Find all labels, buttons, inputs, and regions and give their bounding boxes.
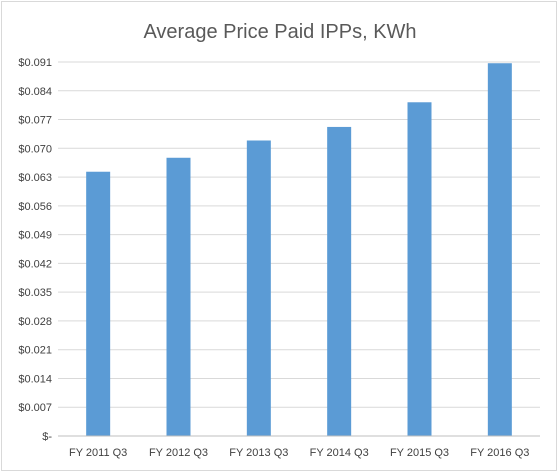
y-axis-ticks: $- $0.007 $0.014 $0.021 $0.028 $0.035 $0.042 $0… [18, 57, 52, 443]
y-tick-label: $0.056 [18, 201, 52, 213]
x-tick-label: FY 2016 Q3 [470, 447, 529, 459]
bar [407, 102, 432, 437]
y-tick-label: $- [42, 431, 52, 443]
bars [86, 63, 512, 437]
bar [166, 157, 191, 436]
bar [487, 63, 512, 436]
y-tick-label: $0.077 [18, 115, 52, 127]
y-tick-label: $0.063 [18, 172, 52, 184]
x-tick-label: FY 2013 Q3 [229, 447, 288, 459]
y-tick-label: $0.028 [18, 316, 52, 328]
y-tick-label: $0.035 [18, 287, 52, 299]
chart-title: Average Price Paid IPPs, KWh [143, 21, 416, 43]
y-tick-label: $0.014 [18, 373, 52, 385]
y-tick-label: $0.091 [18, 57, 52, 69]
y-tick-label: $0.084 [18, 86, 52, 98]
y-tick-label: $0.042 [18, 258, 52, 270]
x-tick-label: FY 2015 Q3 [390, 447, 449, 459]
bar [327, 126, 352, 436]
bar [246, 140, 271, 436]
y-tick-label: $0.070 [18, 143, 52, 155]
bar [86, 171, 111, 436]
x-tick-label: FY 2012 Q3 [149, 447, 208, 459]
x-tick-label: FY 2011 Q3 [69, 447, 127, 459]
y-tick-label: $0.021 [18, 345, 52, 357]
gridlines [58, 61, 540, 408]
x-axis-labels: FY 2011 Q3 FY 2012 Q3 FY 2013 Q3 FY 2014 Q3… [69, 447, 529, 459]
x-tick-label: FY 2014 Q3 [310, 447, 369, 459]
y-tick-label: $0.049 [18, 230, 52, 242]
y-tick-label: $0.007 [18, 402, 52, 414]
